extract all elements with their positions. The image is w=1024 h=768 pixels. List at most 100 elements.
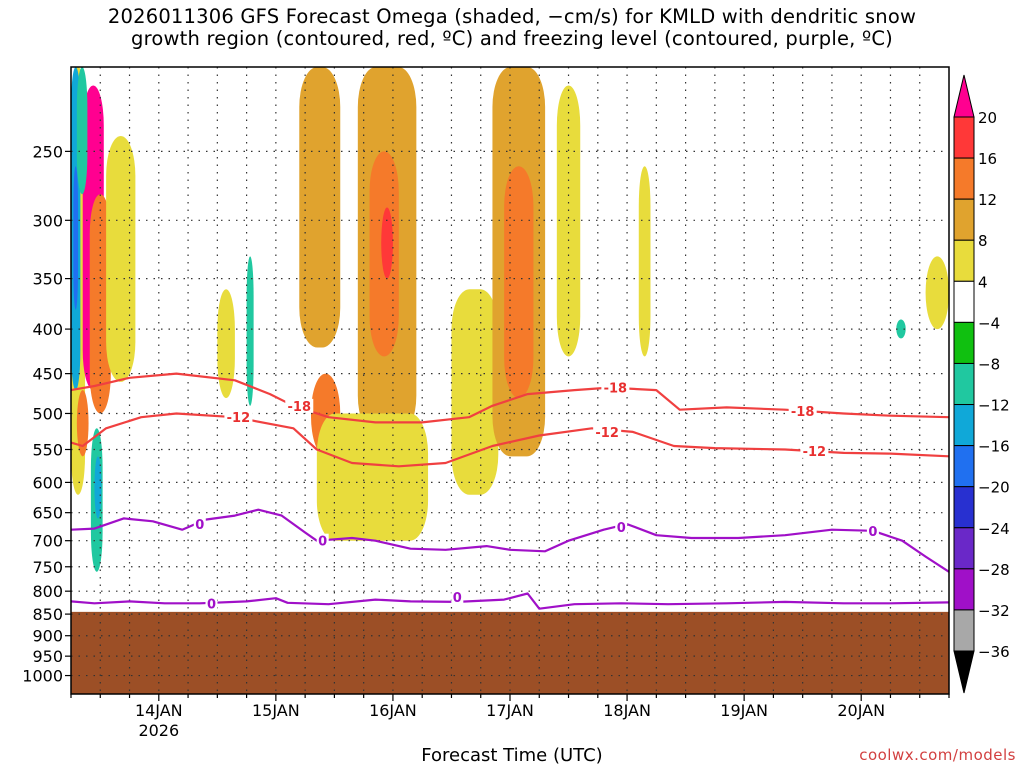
y-tick-label-750: 750 — [32, 558, 63, 577]
contour-label-bg-1 — [593, 424, 622, 439]
contour-label-9: 0 — [868, 525, 877, 540]
y-tick-label-400: 400 — [32, 320, 63, 339]
colorbar-label-4: 4 — [978, 273, 988, 291]
colorbar-segment-4 — [953, 280, 975, 323]
y-tick-label-500: 500 — [32, 404, 63, 423]
x-tick-label-5: 19JAN — [720, 701, 768, 720]
y-tick-label-350: 350 — [32, 270, 63, 289]
y-tick-label-450: 450 — [32, 365, 63, 384]
omega-region-24 — [896, 319, 906, 339]
y-tick-label-850: 850 — [32, 605, 63, 624]
omega-region-14 — [504, 166, 534, 399]
omega-region-16 — [638, 166, 651, 357]
contour-label-3: -18 — [288, 400, 312, 415]
contour-label-bg-3 — [285, 398, 314, 413]
colorbar-label-2: 12 — [978, 191, 997, 209]
y-tick-label-700: 700 — [32, 532, 63, 551]
colorbar-label-12: −32 — [978, 602, 1010, 620]
y-tick-label-900: 900 — [32, 627, 63, 646]
colorbar-segment-7 — [953, 404, 975, 447]
contour-label-10: 0 — [207, 597, 216, 612]
y-tick-label-550: 550 — [32, 441, 63, 460]
omega-region-11 — [316, 413, 429, 541]
colorbar-label-10: −24 — [978, 520, 1010, 538]
chart-title: 2026011306 GFS Forecast Omega (shaded, −… — [0, 6, 1024, 50]
colorbar-label-0: 20 — [978, 109, 997, 127]
contour-label-1: -12 — [595, 426, 619, 441]
x-tick-label-6: 20JAN — [837, 701, 885, 720]
y-tick-label-950: 950 — [32, 647, 63, 666]
colorbar-label-1: 16 — [978, 150, 997, 168]
contour-label-bg-5 — [788, 404, 817, 419]
omega-region-12 — [451, 289, 499, 495]
y-tick-label-1000: 1000 — [22, 667, 63, 686]
x-tick-label-2: 16JAN — [369, 701, 417, 720]
colorbar-label-7: −12 — [978, 397, 1010, 415]
x-tick-sublabel-0: 2026 — [138, 721, 179, 740]
axes-layer: 250 300 350 400 450 500 550 600 650 700 750 800 850 9… — [22, 66, 950, 740]
contour-label-2: -12 — [803, 445, 827, 460]
omega-region-17 — [925, 256, 949, 330]
colorbar-segment-3 — [953, 239, 975, 282]
contour-label-11: 0 — [453, 591, 462, 606]
y-tick-label-300: 300 — [32, 211, 63, 230]
colorbar-segment-0 — [953, 116, 975, 159]
colorbar-top-arrow — [953, 74, 975, 118]
contour-label-bg-11 — [451, 589, 464, 604]
x-tick-label-3: 17JAN — [486, 701, 534, 720]
dgz-minus12-contour — [71, 412, 949, 468]
colorbar-label-13: −36 — [978, 643, 1010, 661]
y-tick-label-250: 250 — [32, 142, 63, 161]
contour-label-bg-7 — [316, 533, 329, 548]
dgz-minus18-contour — [71, 372, 949, 424]
contour-label-6: 0 — [195, 518, 204, 533]
omega-region-6 — [299, 67, 341, 348]
y-tick-label-650: 650 — [32, 504, 63, 523]
colorbar: 20 16 12 8 4 −4 −8 −12 −16 −20 −24 −28 −32 −36 — [953, 74, 1010, 694]
colorbar-segment-12 — [953, 609, 975, 652]
contour-label-4: -18 — [604, 382, 628, 397]
omega-region-2 — [89, 194, 111, 414]
site-credit: coolwx.com/models — [859, 746, 1016, 764]
omega-shading-layer — [71, 67, 949, 572]
omega-region-15 — [556, 85, 581, 357]
contour-label-bg-2 — [800, 443, 829, 458]
contour-label-0: -12 — [227, 411, 251, 426]
omega-region-4 — [106, 135, 136, 382]
chart-title-line-2: growth region (contoured, red, ºC) and f… — [131, 27, 893, 50]
y-tick-label-600: 600 — [32, 473, 63, 492]
colorbar-label-6: −8 — [978, 355, 1000, 373]
contour-label-8: 0 — [617, 521, 626, 536]
x-tick-label-1: 15JAN — [252, 701, 300, 720]
contour-label-5: -18 — [791, 405, 815, 420]
colorbar-segment-9 — [953, 486, 975, 529]
colorbar-segment-10 — [953, 527, 975, 570]
omega-region-3 — [76, 390, 89, 457]
colorbar-label-3: 8 — [978, 232, 988, 250]
colorbar-label-9: −20 — [978, 479, 1010, 497]
colorbar-segment-11 — [953, 568, 975, 611]
x-axis-label: Forecast Time (UTC) — [421, 745, 603, 766]
colorbar-segment-1 — [953, 157, 975, 200]
contour-label-layer: -12 -12 -12 -18 -18 -18 0 0 0 0 0 0 — [193, 380, 879, 612]
omega-region-20 — [76, 67, 88, 195]
contour-label-bg-0 — [224, 410, 253, 425]
x-tick-label-4: 18JAN — [603, 701, 651, 720]
contour-label-bg-4 — [601, 380, 630, 395]
y-tick-label-800: 800 — [32, 582, 63, 601]
colorbar-segment-2 — [953, 198, 975, 241]
colorbar-segment-5 — [953, 321, 975, 364]
colorbar-label-8: −16 — [978, 438, 1010, 456]
omega-region-19 — [73, 166, 79, 310]
contour-label-bg-8 — [615, 519, 628, 534]
colorbar-segment-6 — [953, 362, 975, 406]
omega-region-10 — [381, 207, 393, 279]
colorbar-segment-8 — [953, 445, 975, 488]
x-tick-label-0: 14JAN — [135, 701, 183, 720]
colorbar-bottom-arrow — [953, 650, 975, 694]
chart-title-line-1: 2026011306 GFS Forecast Omega (shaded, −… — [107, 5, 917, 28]
omega-region-5 — [217, 289, 235, 399]
colorbar-label-5: −4 — [978, 314, 1000, 332]
omega-region-23 — [246, 256, 254, 406]
